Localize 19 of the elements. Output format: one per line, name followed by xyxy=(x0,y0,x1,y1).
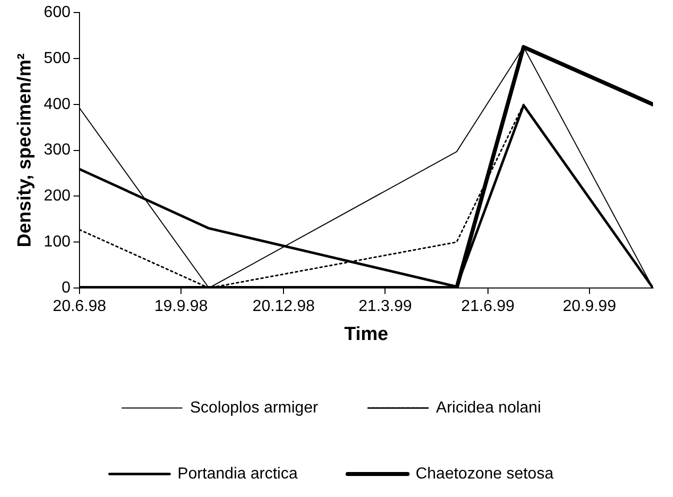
y-tick-label: 0 xyxy=(62,279,71,296)
y-tick-label: 600 xyxy=(44,4,71,22)
x-tick-label: 21.6.99 xyxy=(461,298,515,316)
x-tick-label: 20.9.99 xyxy=(562,298,616,316)
y-tick-label: 100 xyxy=(44,234,71,251)
x-tick-label: 19.9.98 xyxy=(154,298,208,316)
legend-label: Chaetozone setosa xyxy=(416,465,554,482)
x-axis-title: Time xyxy=(344,324,388,345)
y-axis-title: Density, specimen/m² xyxy=(14,53,36,248)
y-tick-label: 400 xyxy=(44,96,71,113)
y-tick-label: 200 xyxy=(44,188,71,205)
legend-label: Scoloplos armiger xyxy=(190,399,319,416)
x-tick-label: 21.3.99 xyxy=(358,298,412,316)
x-tick-label: 20.6.98 xyxy=(52,298,106,316)
legend-label: Aricidea nolani xyxy=(436,399,542,416)
legend-label: Portandia arctica xyxy=(178,465,298,482)
x-tick-label: 20.12.98 xyxy=(252,298,315,316)
y-tick-label: 500 xyxy=(44,50,71,67)
y-tick-label: 300 xyxy=(44,142,71,159)
